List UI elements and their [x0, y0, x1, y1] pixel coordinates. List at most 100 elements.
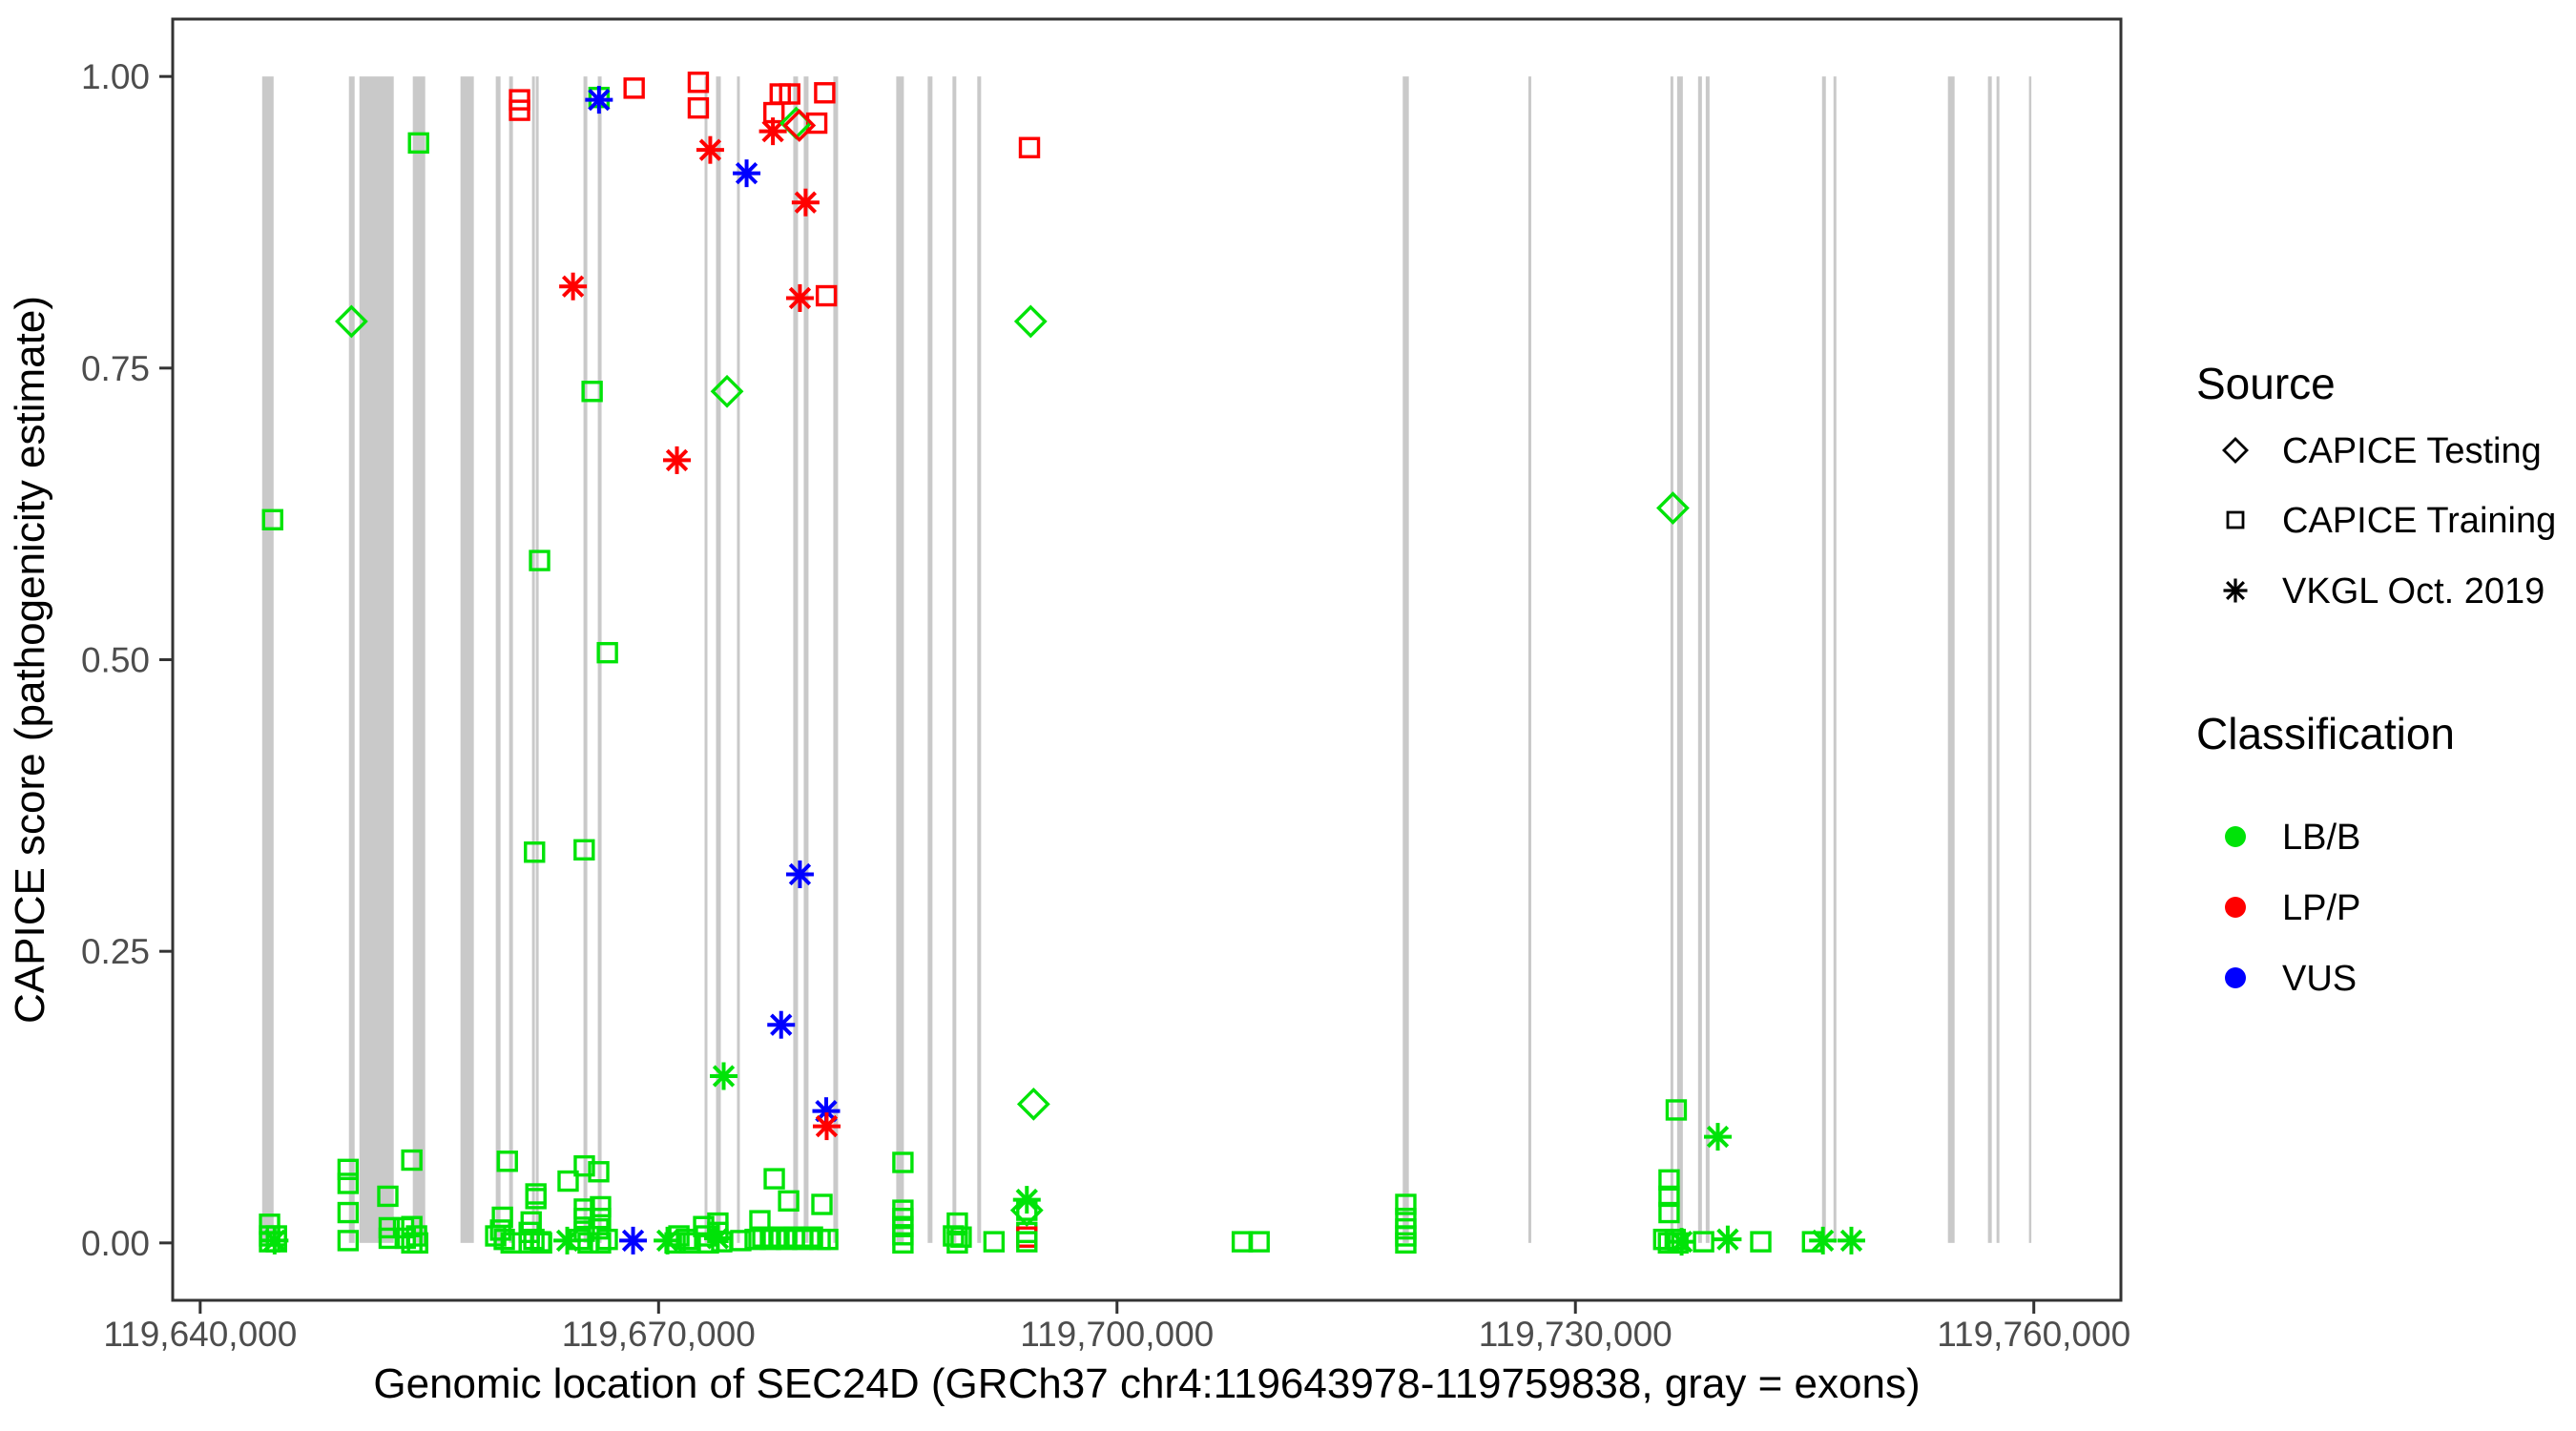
- data-point-square: [337, 1158, 360, 1181]
- legend-color-dot: [2225, 897, 2246, 918]
- data-point-asterisk: [703, 1224, 732, 1253]
- exon-bar: [803, 76, 809, 1243]
- x-tick-label: 119,730,000: [1479, 1315, 1672, 1354]
- exon-bar: [2028, 76, 2032, 1243]
- data-point-square: [496, 1151, 518, 1172]
- data-point-asterisk: [758, 117, 787, 146]
- data-point-square: [814, 82, 836, 104]
- data-point-square: [337, 1201, 360, 1224]
- exon-bar: [896, 76, 904, 1243]
- data-point-square: [590, 1232, 612, 1255]
- data-point-asterisk: [767, 1010, 796, 1039]
- data-point-square: [779, 83, 800, 105]
- exon-bar: [583, 76, 588, 1243]
- data-point-square: [588, 1161, 610, 1183]
- data-point-square: [1665, 1099, 1688, 1121]
- exon-bar: [348, 76, 355, 1243]
- x-axis-title: Genomic location of SEC24D (GRCh37 chr4:…: [373, 1360, 1920, 1407]
- legend-source-item-label: CAPICE Testing: [2282, 431, 2542, 471]
- exon-bar: [1987, 76, 1992, 1243]
- data-point-square: [892, 1232, 914, 1255]
- data-point-asterisk: [559, 272, 588, 301]
- exon-bar: [977, 76, 982, 1243]
- exon-bar: [531, 76, 535, 1243]
- data-point-square: [687, 72, 710, 93]
- legend-class-title: Classification: [2196, 709, 2455, 758]
- data-point-asterisk: [733, 159, 761, 188]
- data-point-square: [596, 1228, 618, 1251]
- data-point-square: [377, 1185, 399, 1208]
- y-tick-label: 0.00: [81, 1224, 150, 1263]
- data-point-square: [378, 1227, 401, 1250]
- x-tick-label: 119,640,000: [103, 1315, 297, 1354]
- data-point-square: [983, 1231, 1006, 1253]
- data-point-square: [590, 1195, 612, 1218]
- x-tick-label: 119,670,000: [562, 1315, 756, 1354]
- exon-bar: [509, 76, 513, 1243]
- data-point-square: [1395, 1232, 1417, 1255]
- exon-bar: [737, 76, 740, 1243]
- exon-bar: [495, 76, 501, 1243]
- x-tick-label: 119,700,000: [1020, 1315, 1214, 1354]
- data-point-square: [525, 1188, 547, 1210]
- exon-bar: [1821, 76, 1826, 1243]
- data-point-square: [557, 1170, 579, 1192]
- legend-class-item-label: LB/B: [2282, 818, 2360, 858]
- data-point-square: [529, 550, 551, 571]
- data-point-square: [261, 508, 283, 530]
- exon-bar: [1705, 76, 1710, 1243]
- data-point-asterisk: [553, 1226, 582, 1255]
- data-point-square: [394, 1227, 416, 1250]
- exon-bar: [412, 76, 426, 1243]
- data-point-square: [946, 1232, 968, 1255]
- data-point-asterisk: [1809, 1226, 1838, 1255]
- data-point-asterisk: [260, 1226, 289, 1255]
- exon-bar: [1833, 76, 1837, 1243]
- data-point-diamond: [1009, 1193, 1044, 1228]
- data-point-square: [1658, 1185, 1680, 1208]
- data-point-square: [687, 96, 710, 119]
- data-point-asterisk: [710, 1062, 738, 1090]
- exon-bar: [1676, 76, 1683, 1243]
- exon-bar: [833, 76, 839, 1243]
- exon-bar: [1947, 76, 1955, 1243]
- y-axis-title: CAPICE score (pathogenicity estimate): [7, 296, 53, 1024]
- exon-bar: [1996, 76, 2000, 1243]
- data-point-asterisk: [791, 188, 820, 217]
- data-point-square: [730, 1230, 752, 1252]
- legend-class-item-label: LP/P: [2282, 888, 2360, 928]
- data-point-square: [1693, 1231, 1714, 1253]
- data-point-square: [1652, 1228, 1675, 1251]
- data-point-asterisk: [1837, 1226, 1865, 1255]
- data-point-square: [406, 1232, 428, 1255]
- exon-bar: [261, 76, 274, 1243]
- legend-color-dot: [2225, 967, 2246, 988]
- data-point-asterisk: [1704, 1123, 1733, 1151]
- data-point-square: [811, 1193, 833, 1215]
- data-point-square: [337, 1172, 360, 1194]
- data-point-diamond: [1016, 1087, 1050, 1121]
- data-point-square: [778, 1190, 800, 1213]
- data-point-asterisk: [663, 446, 692, 474]
- legend-source-item-label: VKGL Oct. 2019: [2282, 571, 2545, 612]
- exon-bar: [927, 76, 933, 1243]
- data-point-diamond: [782, 109, 817, 142]
- x-tick-label: 119,760,000: [1937, 1315, 2130, 1354]
- data-point-diamond: [710, 374, 744, 408]
- data-point-square: [815, 284, 838, 307]
- exon-bar: [1527, 76, 1531, 1243]
- data-point-diamond: [1013, 304, 1048, 339]
- exon-bar: [704, 76, 708, 1243]
- y-tick-label: 0.25: [81, 932, 150, 971]
- data-point-diamond: [1656, 491, 1690, 525]
- data-point-asterisk: [585, 86, 613, 114]
- data-point-square: [524, 841, 546, 863]
- data-point-square: [581, 381, 603, 403]
- exon-bar: [535, 76, 539, 1243]
- y-tick-label: 0.75: [81, 349, 150, 388]
- data-point-square: [509, 99, 530, 121]
- data-point-square: [1658, 1169, 1680, 1192]
- data-point-square: [805, 112, 828, 135]
- data-point-diamond: [2222, 437, 2249, 464]
